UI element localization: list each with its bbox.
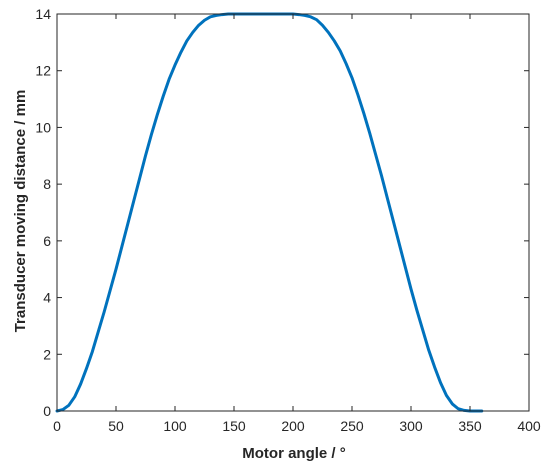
x-tick-label: 150 (222, 418, 246, 434)
plot-area (57, 14, 529, 411)
y-tick-label: 14 (35, 6, 51, 22)
y-tick-label: 2 (43, 346, 51, 362)
y-tick-label: 4 (43, 290, 51, 306)
ticks-layer: 0 50 100 150 200 250 300 350 400 0 2 4 6 8 10 12 14 (35, 6, 540, 434)
plot-background (57, 14, 529, 411)
x-tick-label: 400 (517, 418, 541, 434)
y-axis-title: Transducer moving distance / mm (12, 90, 29, 333)
x-tick-label: 0 (53, 418, 61, 434)
y-tick-label: 12 (35, 63, 51, 79)
x-tick-label: 200 (281, 418, 305, 434)
x-tick-label: 50 (108, 418, 124, 434)
x-tick-label: 300 (399, 418, 423, 434)
x-tick-label: 350 (458, 418, 482, 434)
y-tick-label: 8 (43, 176, 51, 192)
x-tick-label: 100 (163, 418, 187, 434)
y-tick-label: 0 (43, 403, 51, 419)
x-tick-label: 250 (340, 418, 364, 434)
y-tick-label: 10 (35, 119, 51, 135)
y-tick-label: 6 (43, 233, 51, 249)
x-axis-title: Motor angle / ° (242, 445, 346, 462)
